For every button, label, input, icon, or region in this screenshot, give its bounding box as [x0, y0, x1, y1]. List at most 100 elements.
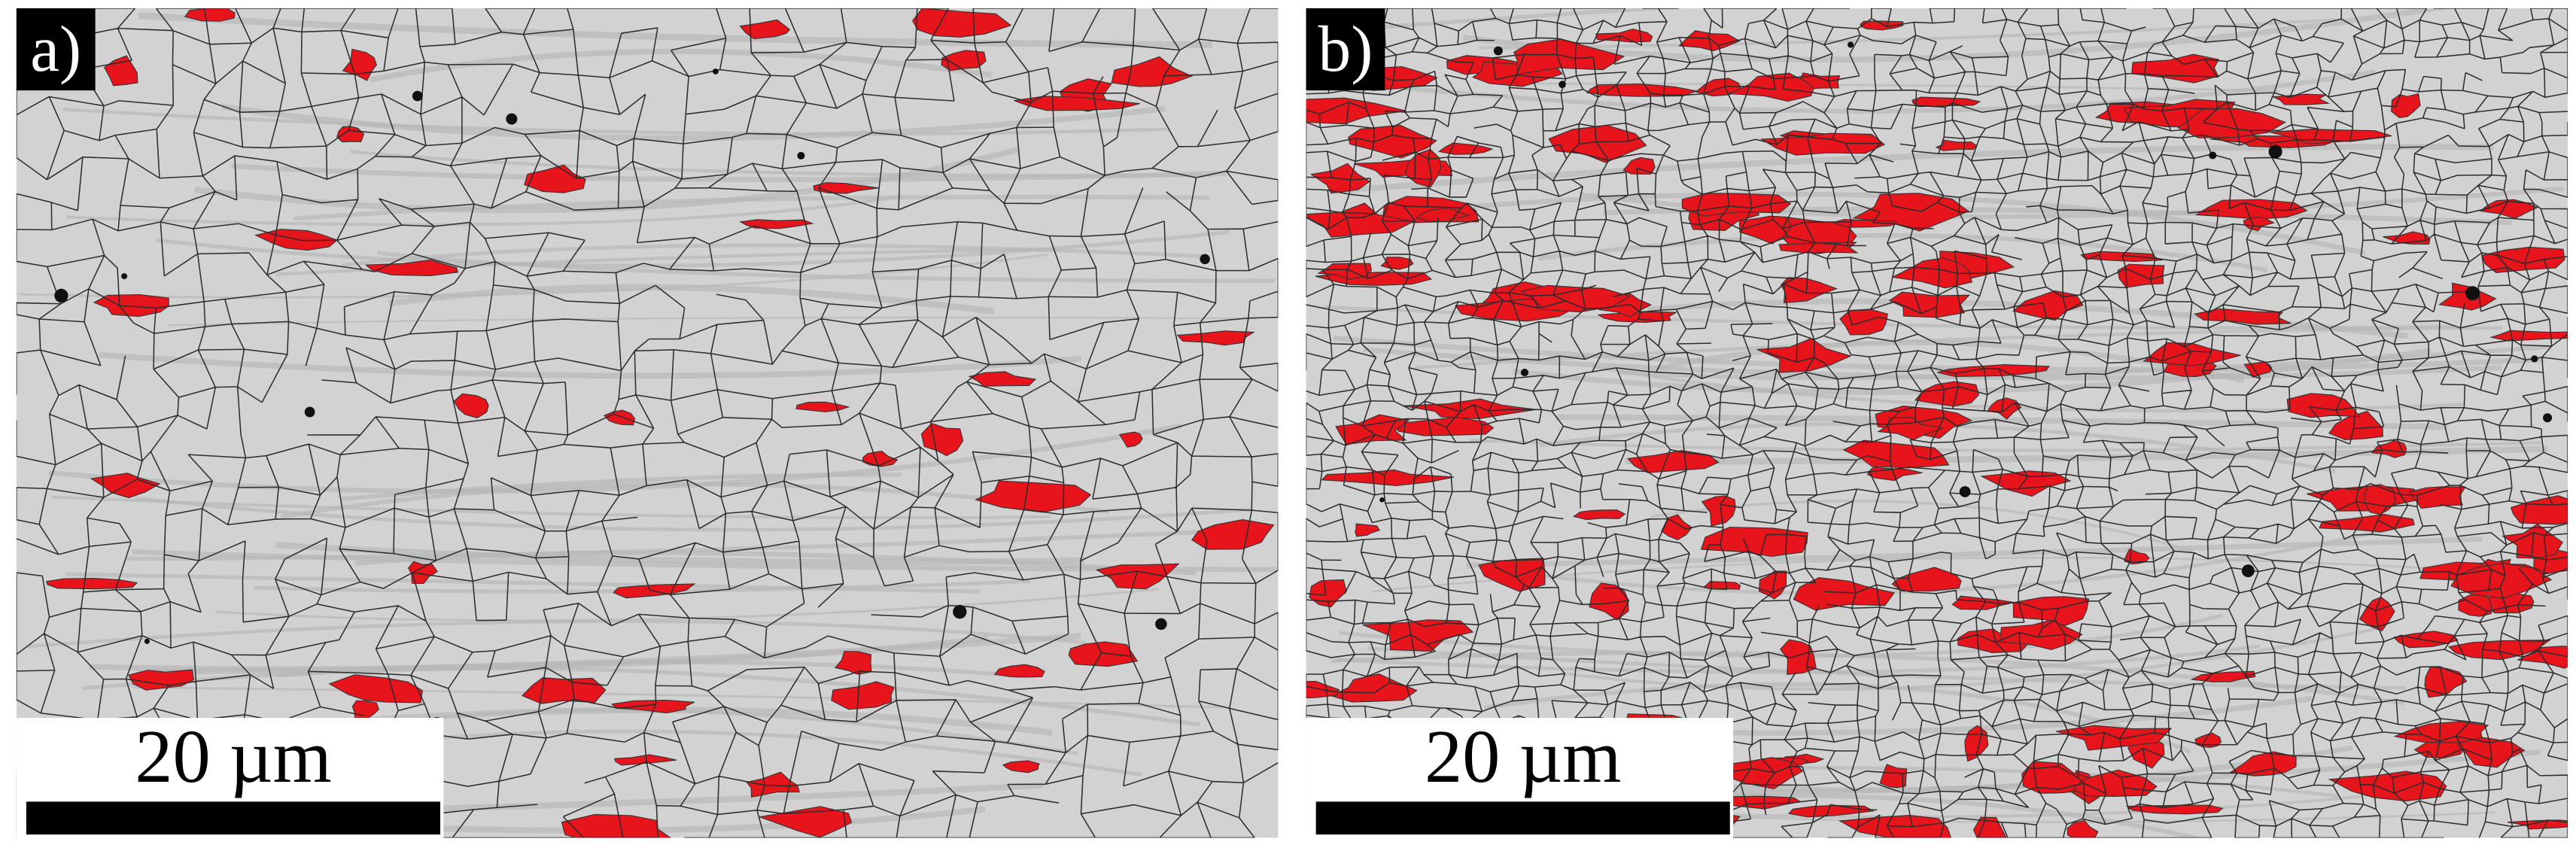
panel-label: b): [1318, 12, 1373, 85]
deformation-band: [1367, 646, 2406, 690]
phase-region: [2286, 393, 2361, 418]
deformation-band: [1337, 644, 2260, 674]
phase-region: [2479, 199, 2539, 219]
phase-region: [1623, 157, 1656, 175]
label-box: [1306, 8, 1385, 91]
phase-region: [1118, 431, 1143, 448]
phase-region: [2363, 484, 2396, 515]
phase-region: [1793, 577, 1895, 611]
phase-region: [1627, 450, 1720, 473]
particle: [2531, 355, 2538, 363]
deformation-band: [155, 229, 1230, 268]
deformation-band: [132, 686, 1221, 709]
deformation-band: [231, 163, 1227, 183]
scale-bar-label: 20 µm: [135, 715, 331, 798]
particle: [2465, 286, 2480, 301]
phase-region: [524, 164, 586, 193]
phase-region: [1335, 414, 1410, 445]
phase-region: [1095, 563, 1180, 590]
deformation-band: [1334, 8, 1689, 33]
phase-region: [613, 754, 677, 766]
deformation-band: [1497, 524, 2405, 595]
deformation-band: [215, 588, 1159, 622]
phase-region: [1176, 330, 1255, 346]
particle: [1493, 46, 1503, 56]
phase-region: [1759, 132, 1886, 156]
phase-region: [2012, 596, 2090, 626]
phase-region: [364, 259, 459, 276]
phase-region: [974, 480, 1092, 513]
phase-region: [831, 681, 895, 710]
phase-region: [2055, 725, 2173, 751]
deformation-band: [51, 495, 1051, 519]
particle: [506, 113, 518, 125]
phase-region: [611, 699, 695, 714]
particle: [144, 638, 150, 644]
phase-region: [561, 813, 672, 838]
phase-region: [2392, 631, 2459, 649]
phase-region: [1191, 519, 1275, 550]
particle: [54, 288, 68, 303]
phase-region: [184, 8, 236, 22]
phase-region: [1701, 495, 1736, 527]
phase-region: [1321, 469, 1455, 486]
deformation-band: [48, 423, 1182, 494]
phase-region: [1702, 581, 1741, 590]
phase-region: [2510, 495, 2568, 525]
particle: [2268, 144, 2283, 159]
phase-region: [2319, 514, 2415, 533]
deformation-band: [19, 253, 1048, 299]
phase-region: [1852, 193, 1969, 232]
phase-region: [2481, 246, 2565, 274]
deformation-band: [168, 316, 1258, 327]
particle: [2543, 413, 2553, 423]
phase-region: [1756, 337, 1852, 373]
phase-region: [2072, 769, 2158, 797]
deformation-band: [1363, 347, 2502, 381]
phase-region: [993, 664, 1045, 678]
particle: [1200, 254, 1210, 265]
phase-region: [968, 371, 1037, 387]
particle: [121, 273, 128, 280]
particle: [1559, 81, 1566, 89]
phase-region: [2067, 819, 2099, 838]
phase-region: [1987, 397, 2022, 420]
particle: [1520, 368, 1529, 377]
phase-region: [739, 19, 791, 40]
deformation-band: [1338, 144, 2494, 194]
scale-bar: [26, 801, 441, 835]
phase-region: [2194, 308, 2292, 325]
deformation-band: [1470, 439, 2541, 452]
phase-region: [2507, 819, 2568, 830]
panel-label: a): [30, 12, 81, 85]
deformation-band: [354, 550, 1197, 576]
particle: [412, 90, 423, 102]
particle: [304, 406, 315, 418]
phase-region: [1068, 641, 1139, 667]
phase-region: [1002, 760, 1040, 773]
phase-region: [1778, 242, 1859, 254]
deformation-band: [138, 12, 1213, 48]
phase-region: [1403, 398, 1537, 420]
particle: [1848, 41, 1854, 48]
phase-region: [739, 219, 814, 229]
phase-region: [328, 674, 423, 704]
phase-region: [1738, 215, 1793, 245]
deformation-band: [342, 243, 1205, 267]
phase-region: [1597, 311, 1677, 323]
deformation-band: [99, 351, 1081, 379]
phase-region: [1759, 570, 1787, 600]
panel-b: b) 20 µm: [1306, 8, 2568, 841]
phase-region: [2117, 263, 2165, 288]
deformation-band: [62, 107, 1169, 136]
micrograph-background: [16, 8, 1279, 838]
phase-region: [2424, 666, 2468, 698]
phase-region: [2371, 439, 2407, 458]
deformation-band: [1503, 82, 2279, 93]
label-box: [16, 8, 96, 91]
phase-region: [1780, 277, 1838, 304]
deformation-band: [28, 619, 1087, 649]
particle: [797, 151, 805, 160]
phase-region: [941, 50, 987, 71]
phase-region: [93, 293, 169, 318]
